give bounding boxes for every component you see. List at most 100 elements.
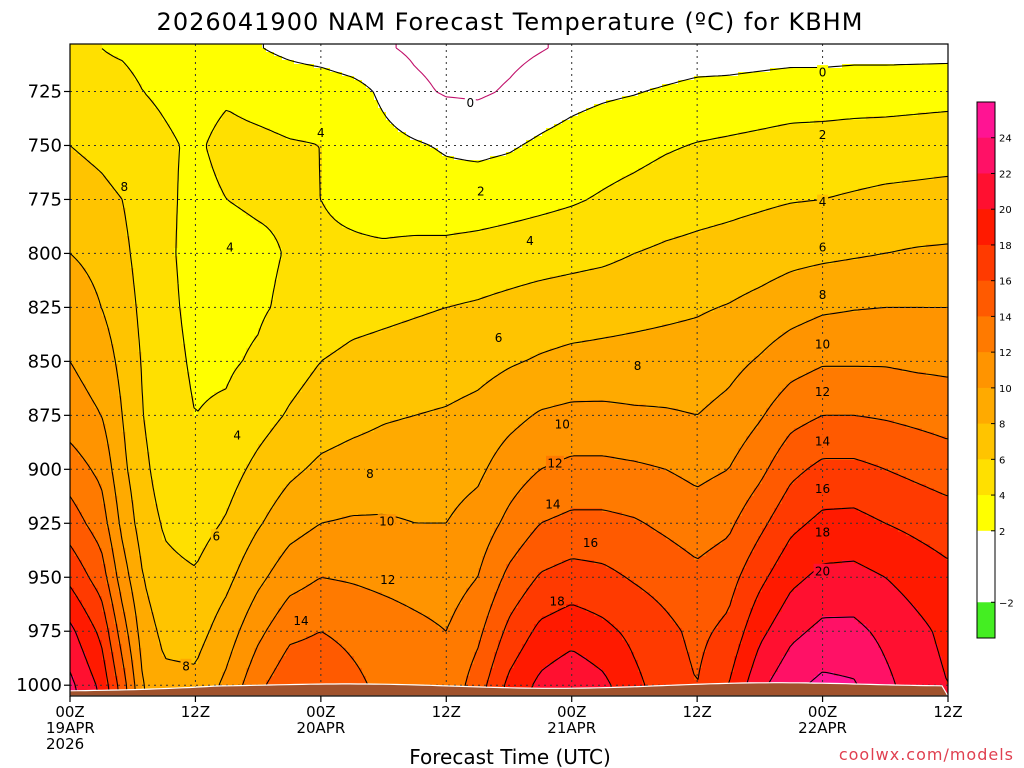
field-cell xyxy=(270,572,479,577)
field-cell xyxy=(738,652,759,657)
field-cell xyxy=(506,568,547,573)
field-cell xyxy=(814,368,903,373)
field-cell xyxy=(86,156,179,161)
field-cell xyxy=(562,512,623,517)
field-cell xyxy=(602,508,743,513)
field-cell xyxy=(134,524,163,529)
field-cell xyxy=(814,264,948,269)
field-cell xyxy=(178,264,279,269)
field-cell xyxy=(390,596,463,601)
field-cell xyxy=(126,212,179,217)
field-cell xyxy=(470,300,731,305)
field-cell xyxy=(210,396,295,401)
field-cell xyxy=(86,572,107,577)
contour-label-bg xyxy=(231,427,243,441)
field-cell xyxy=(70,248,131,253)
field-cell xyxy=(534,580,635,585)
field-cell xyxy=(106,616,115,621)
field-cell xyxy=(462,500,511,505)
field-cell xyxy=(790,648,883,653)
field-cell xyxy=(78,372,119,377)
field-cell xyxy=(666,468,727,473)
field-cell xyxy=(174,252,283,257)
field-cell xyxy=(238,484,287,489)
field-cell xyxy=(90,276,135,281)
field-cell xyxy=(118,364,143,369)
field-cell xyxy=(142,560,191,565)
field-cell xyxy=(118,580,131,585)
field-cell xyxy=(70,272,87,277)
field-cell xyxy=(826,196,948,201)
field-cell xyxy=(114,612,127,617)
field-cell xyxy=(126,684,135,689)
field-cell xyxy=(818,672,835,677)
field-cell xyxy=(142,404,195,409)
field-cell xyxy=(214,616,247,621)
field-cell xyxy=(294,540,491,545)
field-cell xyxy=(514,556,695,561)
field-cell xyxy=(114,668,127,673)
contour-label: 12 xyxy=(815,385,830,399)
field-cell xyxy=(94,164,179,169)
contour-label-bg xyxy=(817,65,829,79)
field-cell xyxy=(126,548,139,553)
field-cell xyxy=(70,488,103,493)
field-cell xyxy=(106,524,119,529)
field-cell xyxy=(98,292,135,297)
field-cell xyxy=(94,472,115,477)
field-cell xyxy=(70,156,87,161)
field-cell xyxy=(766,632,803,637)
field-cell xyxy=(246,348,339,353)
field-cell xyxy=(822,508,859,513)
field-cell xyxy=(166,540,211,545)
field-cell xyxy=(278,560,483,565)
field-cell xyxy=(622,96,948,101)
field-cell xyxy=(902,180,948,185)
field-cell xyxy=(126,620,139,625)
field-cell xyxy=(626,256,859,261)
field-cell xyxy=(114,356,143,361)
field-cell xyxy=(662,324,799,329)
field-cell xyxy=(70,492,103,497)
field-cell xyxy=(922,540,948,545)
field-cell xyxy=(242,620,271,625)
field-cell xyxy=(418,412,535,417)
field-cell xyxy=(210,136,287,141)
field-cell xyxy=(134,300,179,305)
field-cell xyxy=(118,368,143,373)
field-cell xyxy=(450,616,487,621)
field-cell xyxy=(534,472,675,477)
field-cell xyxy=(506,676,539,681)
field-cell xyxy=(70,224,127,229)
field-cell xyxy=(758,644,791,649)
field-cell xyxy=(246,212,331,217)
field-cell xyxy=(70,176,107,181)
field-cell xyxy=(278,268,591,273)
field-cell xyxy=(74,592,99,597)
field-cell xyxy=(118,372,143,377)
field-cell xyxy=(134,684,143,689)
field-cell xyxy=(866,460,948,465)
field-cell xyxy=(486,620,507,625)
field-cell xyxy=(106,660,115,665)
field-cell xyxy=(818,620,859,625)
field-cell xyxy=(802,632,871,637)
field-cell xyxy=(190,380,231,385)
field-cell xyxy=(798,324,948,329)
field-cell xyxy=(778,560,843,565)
field-cell xyxy=(906,424,948,429)
isoline-16 xyxy=(70,457,948,696)
field-cell xyxy=(734,456,775,461)
field-cell xyxy=(910,600,948,605)
contour-label-bg xyxy=(581,535,600,549)
field-cell xyxy=(126,628,139,633)
field-cell xyxy=(462,396,719,401)
field-cell xyxy=(630,172,948,177)
field-cell xyxy=(386,112,579,117)
field-cell xyxy=(798,268,948,273)
field-cell xyxy=(438,624,451,629)
field-cell xyxy=(638,460,735,465)
field-cell xyxy=(586,108,948,113)
field-cell xyxy=(122,596,135,601)
field-cell xyxy=(178,140,207,145)
